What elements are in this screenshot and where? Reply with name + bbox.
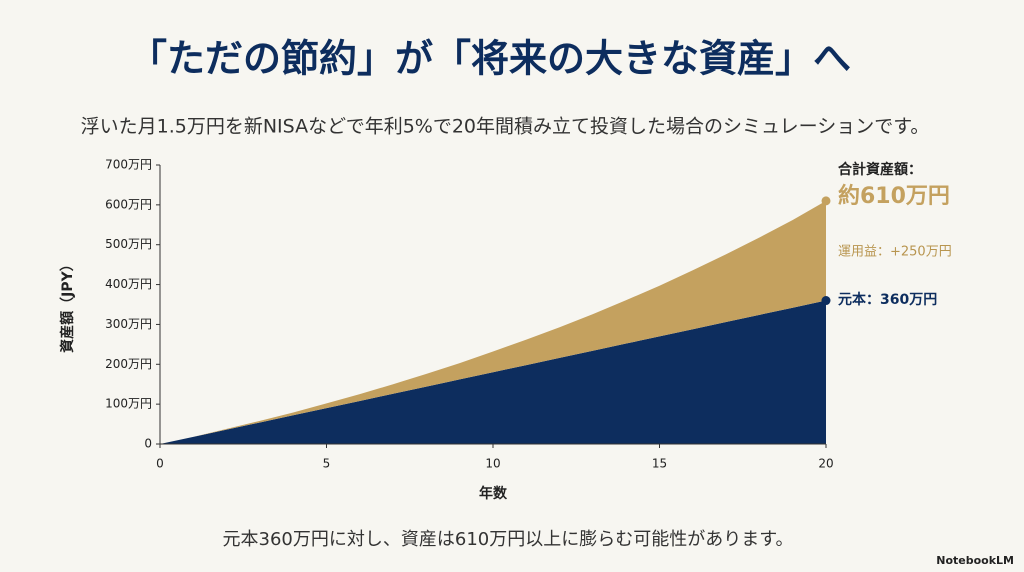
x-axis-label: 年数	[479, 485, 508, 502]
annotation: 元本：360万円	[838, 291, 937, 308]
end-point	[821, 196, 831, 206]
y-tick-label: 300万円	[105, 317, 152, 331]
end-point	[821, 296, 831, 306]
y-tick-label: 100万円	[105, 397, 152, 411]
annotation: 合計資産額：	[838, 161, 922, 178]
x-tick-label: 15	[652, 457, 667, 471]
x-tick-label: 0	[156, 457, 164, 471]
y-axis-label: 資産額（JPY）	[59, 257, 76, 353]
annotation: 約610万円	[838, 183, 950, 209]
footer: 元本360万円に対し、資産は610万円以上に膨らむ可能性があります。	[223, 529, 794, 550]
y-tick-label: 600万円	[105, 197, 152, 211]
chart-subtitle: 浮いた月1.5万円を新NISAなどで年利5%で20年間積み立て投資した場合のシミ…	[81, 116, 930, 138]
area	[160, 200, 826, 444]
y-tick-label: 400万円	[105, 277, 152, 291]
y-tick-label: 500万円	[105, 237, 152, 251]
x-tick-label: 10	[485, 457, 500, 471]
chart-title: 「ただの節約」が「将来の大きな資産」へ	[129, 36, 851, 81]
x-tick-label: 20	[818, 457, 833, 471]
y-tick-label: 0	[144, 437, 152, 451]
y-tick-label: 200万円	[105, 357, 152, 371]
y-tick-label: 700万円	[105, 158, 152, 172]
x-tick-label: 5	[323, 457, 331, 471]
annotation: 運用益：+250万円	[838, 245, 952, 260]
logo: NotebookLM	[936, 554, 1014, 567]
